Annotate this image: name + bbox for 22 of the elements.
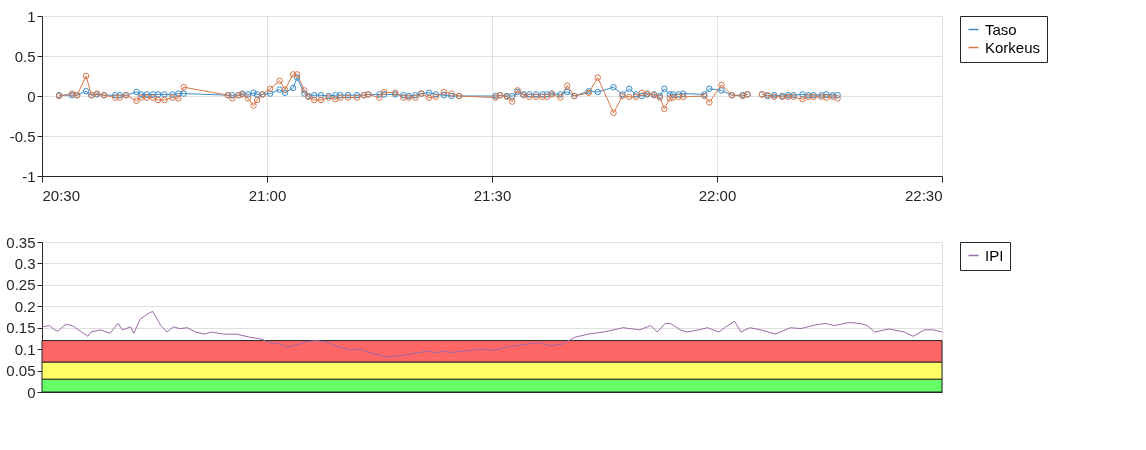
y-tick-label: -1 [22,167,36,185]
line-series [42,310,942,358]
y-tick-label: 0.25 [6,276,36,294]
x-tick-label: 22:00 [698,186,737,204]
y-tick-label: 0 [27,87,36,105]
x-tick-label: 22:30 [904,186,943,204]
x-tick-label: 20:30 [42,186,81,204]
y-tick-label: 0.15 [6,319,36,337]
legend-label: IPI [985,246,1004,264]
x-tick-label: 21:30 [473,186,512,204]
y-tick-label: -0.5 [9,127,36,145]
legend-label: Taso [985,20,1017,38]
y-tick-label: 0.3 [14,254,36,272]
x-tick-label: 21:00 [248,186,287,204]
legend-label: Korkeus [985,38,1041,56]
y-tick-label: 1 [27,7,36,25]
y-tick-label: 0.05 [6,362,36,380]
y-tick-label: 0.5 [14,47,36,65]
y-tick-label: 0.1 [14,340,36,358]
y-tick-label: 0 [27,383,36,401]
y-tick-label: 0.2 [14,297,36,315]
y-tick-label: 0.35 [6,233,36,251]
